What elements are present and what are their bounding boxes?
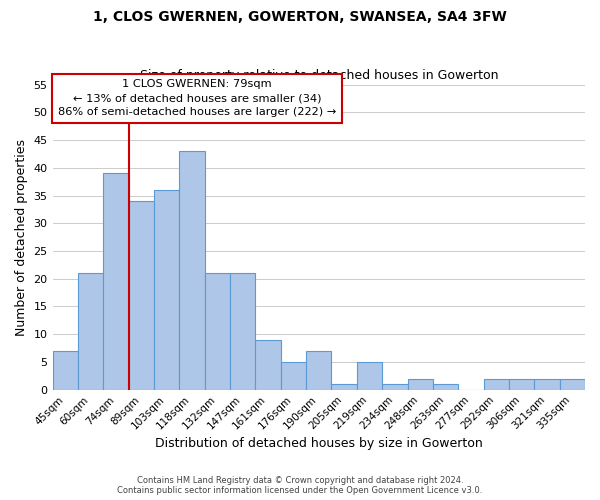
Bar [281,362,306,390]
Bar [306,351,331,390]
Bar [331,384,357,390]
Bar [128,201,154,390]
X-axis label: Distribution of detached houses by size in Gowerton: Distribution of detached houses by size … [155,437,482,450]
Bar [205,273,230,390]
Bar [179,151,205,390]
Bar [53,351,78,390]
Text: 1 CLOS GWERNEN: 79sqm
← 13% of detached houses are smaller (34)
86% of semi-deta: 1 CLOS GWERNEN: 79sqm ← 13% of detached … [58,80,336,118]
Bar [560,378,585,390]
Title: Size of property relative to detached houses in Gowerton: Size of property relative to detached ho… [140,69,498,82]
Bar [103,174,128,390]
Y-axis label: Number of detached properties: Number of detached properties [15,138,28,336]
Bar [534,378,560,390]
Bar [509,378,534,390]
Text: 1, CLOS GWERNEN, GOWERTON, SWANSEA, SA4 3FW: 1, CLOS GWERNEN, GOWERTON, SWANSEA, SA4 … [93,10,507,24]
Bar [357,362,382,390]
Bar [256,340,281,390]
Bar [407,378,433,390]
Bar [433,384,458,390]
Bar [382,384,407,390]
Bar [78,273,103,390]
Bar [484,378,509,390]
Text: Contains HM Land Registry data © Crown copyright and database right 2024.
Contai: Contains HM Land Registry data © Crown c… [118,476,482,495]
Bar [230,273,256,390]
Bar [154,190,179,390]
